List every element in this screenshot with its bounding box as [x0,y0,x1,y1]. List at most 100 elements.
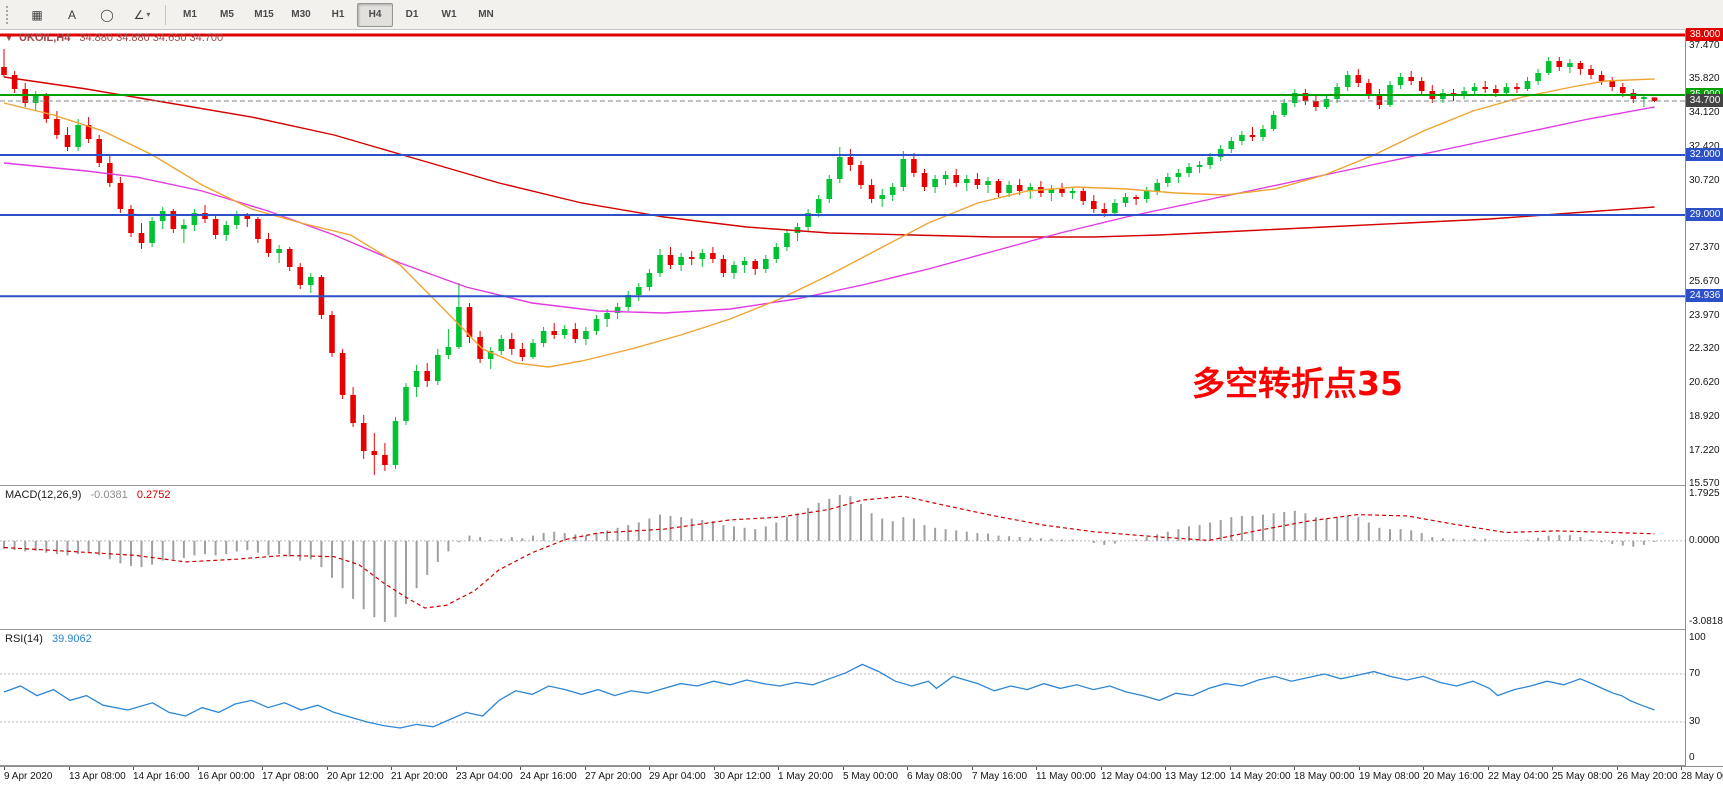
rsi-label: RSI(14) [5,633,43,645]
lines-tool[interactable]: ∠ ▾ [133,7,151,22]
time-label: 21 Apr 20:00 [391,771,448,782]
time-label: 16 Apr 00:00 [198,771,255,782]
time-tick [4,767,5,770]
time-label: 13 Apr 08:00 [69,771,126,782]
rsi-value: 39.9062 [51,633,92,645]
price-axis[interactable]: 37.47035.82034.12032.42030.72029.02027.3… [1685,28,1723,766]
time-tick [1230,767,1231,770]
time-axis[interactable]: 9 Apr 2020 13 Apr 08:00 14 Apr 16:00 16 Apr… [0,766,1723,786]
timeframe-button-mn[interactable]: MN [478,9,494,20]
time-tick [1681,767,1682,770]
caret-icon: ▾ [146,10,151,19]
time-label: 24 Apr 16:00 [520,771,577,782]
price-tick-label: 34.120 [1689,107,1720,118]
macd-main-value: -0.0381 [90,489,128,501]
price-tick-label: 22.320 [1689,343,1720,354]
time-label: 11 May 00:00 [1036,771,1096,782]
time-label: 20 May 16:00 [1423,771,1484,782]
time-tick [778,767,779,770]
price-tick-label: 20.620 [1689,377,1720,388]
time-label: 9 Apr 2020 [4,771,53,782]
time-tick [262,767,263,770]
macd-legend: MACD(12,26,9) -0.0381 0.2752 [5,489,171,501]
drawing-tools-group: ▦ A ◯ ∠ ▾ [20,3,159,27]
macd-svg[interactable] [0,487,1685,629]
macd-tick-label: -3.0818 [1689,616,1723,627]
timeframe-button-d1[interactable]: D1 [405,9,419,20]
time-tick [1165,767,1166,770]
macd-panel[interactable]: MACD(12,26,9) -0.0381 0.2752 [0,487,1685,629]
rsi-tick-label: 70 [1689,668,1701,679]
time-tick [327,767,328,770]
time-tick [1552,767,1553,770]
price-chart-svg[interactable]: 多空转折点35 [0,30,1685,485]
price-tick-label: 32.420 [1689,141,1720,152]
time-tick [907,767,908,770]
price-badge-24.936: 24.936 [1686,289,1723,302]
toolbar-separator [165,4,166,25]
price-tick-label: 35.820 [1689,73,1720,84]
ma-slow-red [3,76,1655,238]
time-label: 18 May 00:00 [1294,771,1355,782]
time-label: 7 May 16:00 [972,771,1028,782]
timeframe-button-m15[interactable]: M15 [254,9,274,20]
time-label: 1 May 20:00 [778,771,834,782]
time-tick [456,767,457,770]
ohlc-values: 34.880 34.880 34.650 34.700 [79,32,224,44]
time-tick [1359,767,1360,770]
timeframe-button-w1[interactable]: W1 [441,9,457,20]
toolbar-grip[interactable] [6,5,14,24]
time-label: 17 Apr 08:00 [262,771,319,782]
timeframe-button-h4[interactable]: H4 [357,2,393,27]
time-tick [198,767,199,770]
timeframe-button-m1[interactable]: M1 [183,9,197,20]
price-chart-panel[interactable]: 多空转折点35 ▼ UKOIL,H4 34.880 34.880 34.650 … [0,30,1685,485]
text-tool[interactable]: A [67,7,76,22]
timeframe-button-h1[interactable]: H1 [331,9,345,20]
timeframe-button-m30[interactable]: M30 [291,9,311,20]
time-label: 27 Apr 20:00 [585,771,642,782]
shapes-tool[interactable]: ◯ [100,7,114,22]
rsi-tick-label: 100 [1689,632,1706,643]
time-label: 28 May 00:00 [1681,771,1723,782]
time-tick [843,767,844,770]
rsi-tick-label: 30 [1689,716,1701,727]
time-label: 20 Apr 12:00 [327,771,384,782]
time-tick [133,767,134,770]
time-label: 23 Apr 04:00 [456,771,513,782]
time-tick [1423,767,1424,770]
rsi-panel[interactable]: RSI(14) 39.9062 [0,631,1685,765]
price-tick-label: 30.720 [1689,175,1720,186]
time-label: 12 May 04:00 [1101,771,1162,782]
time-tick [69,767,70,770]
time-label: 5 May 00:00 [843,771,899,782]
panel-separator [0,765,1685,766]
price-badge-34.700: 34.700 [1686,94,1723,107]
ma-medium-magenta [3,106,1655,314]
chart-annotation: 多空转折点35 [1192,364,1403,403]
time-label: 25 May 08:00 [1552,771,1613,782]
rsi-svg[interactable] [0,631,1685,765]
time-label: 14 May 20:00 [1230,771,1291,782]
time-tick [1294,767,1295,770]
time-label: 30 Apr 12:00 [714,771,771,782]
windows-icon[interactable]: ▦ [31,7,43,22]
candles [1,49,1658,475]
time-label: 6 May 08:00 [907,771,963,782]
time-label: 22 May 04:00 [1488,771,1549,782]
macd-histogram [3,494,1656,622]
macd-signal-value: 0.2752 [136,489,171,501]
panel-separator[interactable] [0,485,1685,486]
time-tick [972,767,973,770]
ma-fast-orange [3,78,1655,368]
time-tick [1617,767,1618,770]
toolbar: ▦ A ◯ ∠ ▾ M1 M5 M15 M30 H1 H4 D1 W1 MN [0,0,1723,30]
panel-separator[interactable] [0,629,1685,630]
macd-tick-label: 0.0000 [1689,535,1720,546]
time-tick [1488,767,1489,770]
time-label: 26 May 20:00 [1617,771,1678,782]
price-tick-label: 25.670 [1689,276,1720,287]
timeframe-button-m5[interactable]: M5 [220,9,234,20]
symbol-dropdown-icon[interactable]: ▼ [5,34,13,43]
